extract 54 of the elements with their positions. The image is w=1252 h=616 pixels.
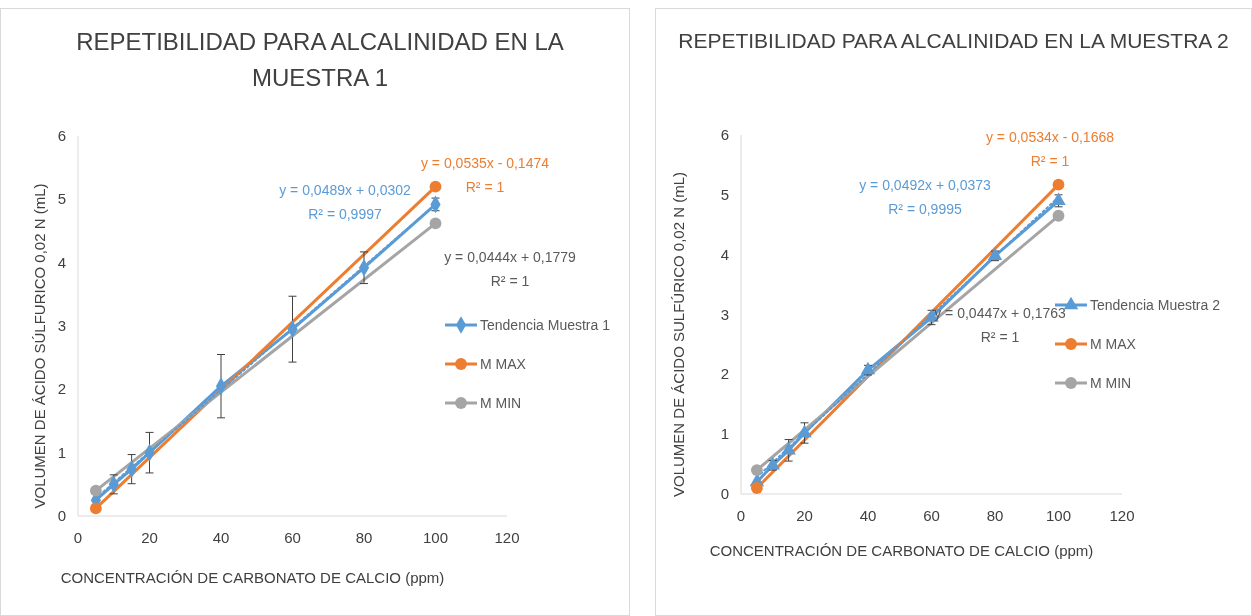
x-tick-label: 80 [355,529,373,546]
legend-label: Tendencia Muestra 1 [480,317,611,333]
y-tick-label: 5 [720,185,729,203]
x-tick-label: 80 [986,507,1004,524]
y-tick-label: 4 [720,245,729,263]
point [781,442,796,455]
y-axis-title: VOLUMEN DE ÁCIDO SÚLFURICO 0,02 N (mL) [31,183,48,509]
chart-title: REPETIBILIDAD PARA ALCALINIDAD EN LA MUESTRA 2 [678,29,1229,52]
point [1052,178,1065,191]
x-tick-label: 40 [859,507,877,524]
legend-label: M MAX [480,356,527,372]
x-tick-label: 20 [141,529,158,546]
legend-label: Tendencia Muestra 2 [1090,297,1221,313]
x-tick-label: 40 [212,529,230,546]
annotation: y = 0,0534x - 0,1668 R² = 1 [985,129,1115,169]
legend-label: M MAX [1090,336,1137,352]
y-tick-label: 6 [720,126,729,143]
y-tick-label: 2 [57,380,66,398]
point [89,484,102,497]
y-tick-label: 2 [720,365,729,383]
x-axis-title: CONCENTRACIÓN DE CARBONATO DE CALCIO (ppm) [60,569,445,586]
point [429,217,442,230]
point [1052,209,1065,222]
x-axis-title: CONCENTRACIÓN DE CARBONATO DE CALCIO (ppm) [709,542,1094,559]
annotation: y = 0,0489x + 0,0302 R² = 0,9997 [279,182,411,222]
point [89,502,102,515]
legend-label: M MIN [480,395,522,411]
y-tick-label: 6 [57,127,66,144]
annotation: y = 0,0444x + 0,1779 R² = 1 [444,249,576,289]
x-tick-label: 120 [1109,507,1135,524]
point [429,180,442,193]
point [797,424,812,438]
y-tick-label: 0 [720,485,729,502]
y-tick-label: 5 [57,190,66,208]
y-tick-label: 3 [57,317,66,334]
x-tick-label: 120 [494,529,520,546]
chart-title: REPETIBILIDAD PARA ALCALINIDAD EN LA MUESTRA 1 [76,28,564,91]
x-tick-label: 100 [1045,507,1072,524]
x-tick-label: 0 [736,507,746,524]
annotation: y = 0,0492x + 0,0373 R² = 0,9995 [859,177,991,217]
x-tick-label: 100 [422,529,449,546]
legend-label: M MIN [1090,375,1132,391]
y-axis-title: VOLUMEN DE ÁCIDO SULFÚRICO 0,02 N (mL) [670,171,687,498]
annotation: y = 0,0535x - 0,1474 R² = 1 [420,155,550,195]
point [750,482,763,494]
x-tick-label: 20 [796,507,813,524]
x-tick-label: 0 [73,529,83,546]
point [750,464,763,476]
x-tick-label: 60 [284,529,301,546]
y-tick-label: 1 [57,443,66,461]
y-tick-label: 3 [720,305,729,323]
y-tick-label: 4 [57,253,66,271]
x-tick-label: 60 [923,507,940,524]
y-tick-label: 1 [720,425,729,443]
